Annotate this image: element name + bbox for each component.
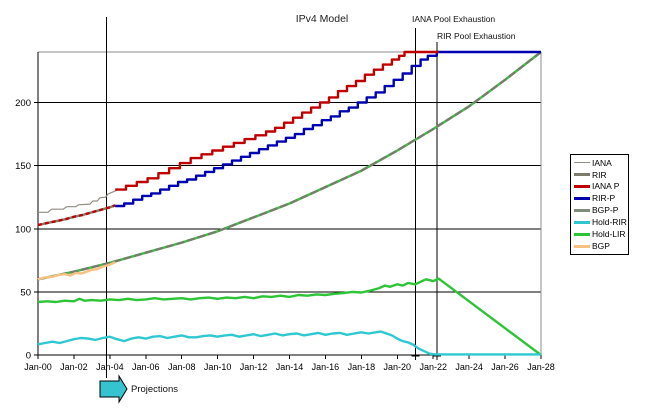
series-iana-line — [38, 189, 118, 213]
series-hold-lir-line — [37, 277, 542, 356]
x-tick-label: Jan-14 — [276, 362, 304, 372]
legend-label-rir: RIR — [592, 169, 607, 180]
legend: IANA RIR IANA P RIR-P BGP-P Hold-RIR Hold-LIR B… — [570, 154, 629, 255]
series-rir-p-line — [115, 50, 541, 208]
chart-title: IPv4 Model — [295, 13, 349, 25]
legend-label-rir-p: RIR-P — [592, 193, 616, 204]
legend-item-iana: IANA — [574, 158, 628, 168]
legend-item-bgp-p: BGP-P — [574, 205, 628, 215]
projections-arrow-icon — [99, 374, 128, 404]
x-tick-label: Jan-18 — [348, 362, 376, 372]
legend-label-bgp: BGP — [592, 240, 610, 251]
x-tick-label: Jan-08 — [168, 362, 196, 372]
legend-item-bgp: BGP — [574, 241, 628, 251]
series-bgp-p-overlay — [37, 51, 542, 281]
legend-label-iana-p: IANA P — [592, 181, 620, 192]
x-tick-label: Jan-28 — [527, 362, 555, 372]
x-tick-label: Jan-20 — [384, 362, 412, 372]
rir-pool-exhaustion-label: RIR Pool Exhaustion — [437, 31, 516, 41]
rir-p-swatch — [574, 197, 590, 201]
x-tick-label: Jan-06 — [132, 362, 160, 372]
x-tick-label: Jan-16 — [312, 362, 340, 372]
series-rir-line — [37, 204, 116, 227]
legend-item-rir-p: RIR-P — [574, 194, 628, 204]
series-iana-p-line — [115, 50, 439, 191]
projections-label: Projections — [131, 384, 178, 395]
hold-rir-swatch — [574, 220, 590, 224]
y-tick-label: 200 — [15, 98, 31, 109]
x-tick-label: Jan-04 — [96, 362, 124, 372]
x-tick-label: Jan-22 — [419, 362, 447, 372]
series-hold-rir-line — [37, 330, 541, 356]
x-tick-label: Jan-00 — [24, 362, 52, 372]
legend-label-hold-rir: Hold-RIR — [592, 217, 627, 228]
bgp-p-swatch — [574, 208, 590, 212]
y-tick-label: 0 — [26, 351, 31, 362]
y-tick-label: 100 — [15, 224, 31, 235]
rir-swatch — [574, 173, 590, 177]
legend-label-bgp-p: BGP-P — [592, 205, 619, 216]
x-tick-label: Jan-02 — [60, 362, 88, 372]
iana-p-swatch — [574, 185, 590, 189]
y-tick-label: 150 — [15, 161, 31, 172]
x-tick-label: Jan-24 — [455, 362, 483, 372]
iana-swatch — [574, 162, 590, 164]
legend-item-hold-lir: Hold-LIR — [574, 229, 628, 239]
x-tick-label: Jan-26 — [491, 362, 519, 372]
legend-item-rir: RIR — [574, 170, 628, 180]
legend-item-iana-p: IANA P — [574, 182, 628, 192]
y-tick-label: 50 — [20, 287, 31, 298]
x-tick-label: Jan-10 — [204, 362, 232, 372]
legend-item-hold-rir: Hold-RIR — [574, 217, 628, 227]
hold-lir-swatch — [574, 232, 590, 236]
x-tick-label: Jan-12 — [240, 362, 268, 372]
legend-label-iana: IANA — [592, 157, 612, 168]
iana-pool-exhaustion-label: IANA Pool Exhaustion — [412, 14, 496, 24]
legend-label-hold-lir: Hold-LIR — [592, 228, 626, 239]
bgp-swatch — [574, 244, 590, 248]
series-bgp-line — [37, 261, 116, 281]
